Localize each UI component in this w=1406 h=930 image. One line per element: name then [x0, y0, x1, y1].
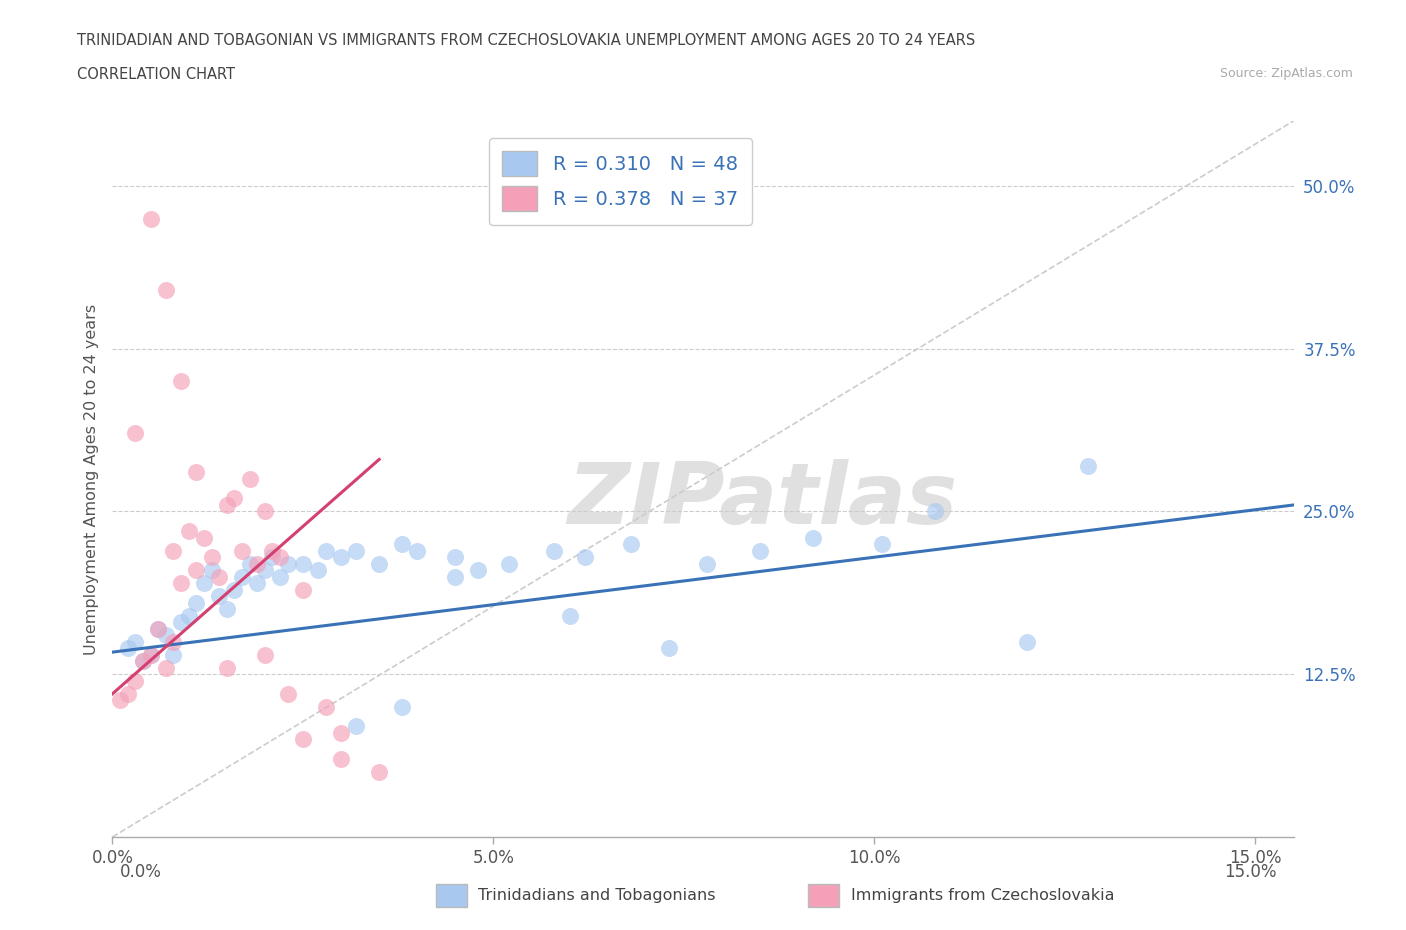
Point — [330, 550, 353, 565]
Point — [215, 660, 238, 675]
Point — [391, 699, 413, 714]
Point — [246, 556, 269, 571]
Legend: R = 0.310   N = 48, R = 0.378   N = 37: R = 0.310 N = 48, R = 0.378 N = 37 — [489, 138, 752, 225]
Point — [200, 550, 222, 565]
Point — [239, 556, 262, 571]
Point — [696, 556, 718, 571]
Point — [108, 693, 131, 708]
Point — [193, 576, 215, 591]
Point — [215, 602, 238, 617]
Point — [262, 543, 284, 558]
Point — [193, 530, 215, 545]
Point — [543, 543, 565, 558]
Point — [117, 641, 139, 656]
Point — [170, 576, 193, 591]
Point — [330, 725, 353, 740]
Point — [291, 732, 314, 747]
Point — [498, 556, 520, 571]
Point — [291, 582, 314, 597]
Point — [277, 556, 299, 571]
Point — [467, 563, 489, 578]
Text: Source: ZipAtlas.com: Source: ZipAtlas.com — [1219, 67, 1353, 80]
Point — [224, 582, 246, 597]
Point — [269, 550, 291, 565]
Point — [155, 283, 177, 298]
Point — [406, 543, 429, 558]
Point — [186, 563, 208, 578]
Point — [139, 647, 162, 662]
Point — [124, 426, 146, 441]
Point — [315, 543, 337, 558]
Point — [391, 537, 413, 551]
Point — [574, 550, 596, 565]
Point — [139, 211, 162, 226]
Text: 15.0%: 15.0% — [1225, 863, 1277, 882]
Point — [155, 628, 177, 643]
Point — [444, 569, 467, 584]
Point — [124, 634, 146, 649]
Text: 0.0%: 0.0% — [120, 863, 162, 882]
Point — [368, 556, 391, 571]
Text: TRINIDADIAN AND TOBAGONIAN VS IMMIGRANTS FROM CZECHOSLOVAKIA UNEMPLOYMENT AMONG : TRINIDADIAN AND TOBAGONIAN VS IMMIGRANTS… — [77, 33, 976, 47]
Point — [177, 524, 200, 538]
Point — [177, 608, 200, 623]
Point — [170, 615, 193, 630]
Point — [558, 608, 581, 623]
Point — [803, 530, 825, 545]
Point — [246, 576, 269, 591]
Point — [139, 647, 162, 662]
Point — [277, 686, 299, 701]
Point — [239, 472, 262, 486]
Point — [186, 465, 208, 480]
Text: Immigrants from Czechoslovakia: Immigrants from Czechoslovakia — [851, 887, 1114, 903]
Point — [1015, 634, 1038, 649]
Point — [148, 621, 170, 636]
Text: CORRELATION CHART: CORRELATION CHART — [77, 67, 235, 82]
Point — [132, 654, 155, 669]
Point — [186, 595, 208, 610]
Point — [620, 537, 643, 551]
Point — [231, 543, 253, 558]
Point — [231, 569, 253, 584]
Point — [291, 556, 314, 571]
Point — [924, 504, 946, 519]
Point — [444, 550, 467, 565]
Point — [224, 491, 246, 506]
Point — [170, 374, 193, 389]
Point — [208, 569, 231, 584]
Point — [148, 621, 170, 636]
Point — [1077, 458, 1099, 473]
Y-axis label: Unemployment Among Ages 20 to 24 years: Unemployment Among Ages 20 to 24 years — [83, 303, 98, 655]
Point — [162, 647, 184, 662]
Point — [117, 686, 139, 701]
Point — [208, 589, 231, 604]
Point — [253, 563, 276, 578]
Point — [269, 569, 291, 584]
Point — [253, 647, 276, 662]
Point — [162, 634, 184, 649]
Point — [870, 537, 893, 551]
Point — [162, 543, 184, 558]
Point — [253, 504, 276, 519]
Point — [132, 654, 155, 669]
Point — [315, 699, 337, 714]
Point — [262, 550, 284, 565]
Text: Trinidadians and Tobagonians: Trinidadians and Tobagonians — [478, 887, 716, 903]
Point — [155, 660, 177, 675]
Point — [368, 764, 391, 779]
Point — [124, 673, 146, 688]
Point — [215, 498, 238, 512]
Point — [749, 543, 772, 558]
Point — [344, 543, 367, 558]
Text: ZIPatlas: ZIPatlas — [567, 458, 957, 542]
Point — [330, 751, 353, 766]
Point — [344, 719, 367, 734]
Point — [658, 641, 681, 656]
Point — [200, 563, 222, 578]
Point — [307, 563, 329, 578]
